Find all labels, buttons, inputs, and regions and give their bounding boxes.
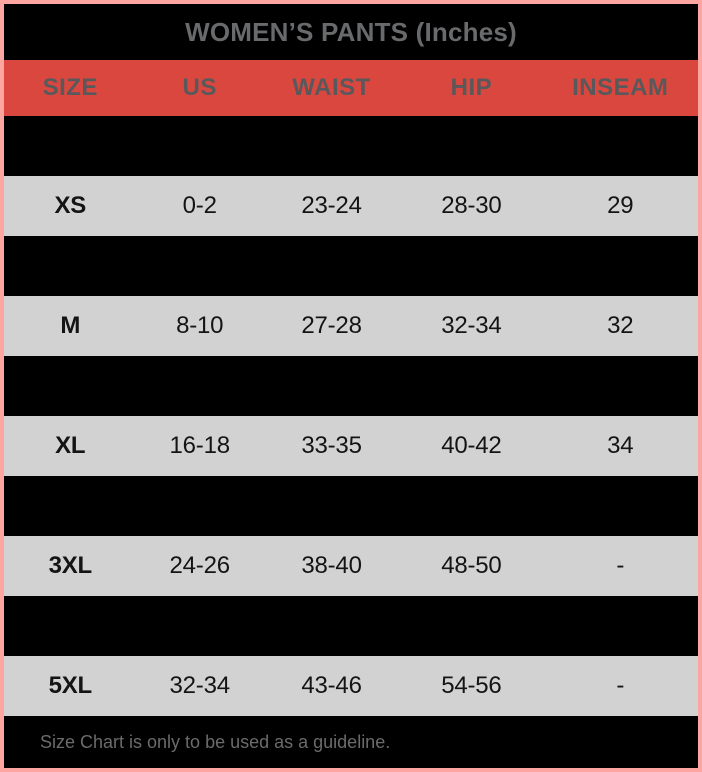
cell-waist: 27-28 — [301, 312, 362, 339]
chart-title-bar: WOMEN’S PANTS (Inches) — [4, 4, 698, 60]
column-header-waist: WAIST — [292, 74, 371, 101]
table-row-xs: XS 0-2 23-24 28-30 29 — [4, 176, 698, 236]
table-row-blackout — [4, 476, 698, 536]
table-row-xl: XL 16-18 33-35 40-42 34 — [4, 416, 698, 476]
cell-size: XL — [55, 432, 86, 459]
cell-hip: 28-30 — [441, 192, 502, 219]
column-header-size: SIZE — [42, 74, 98, 101]
cell-inseam: 34 — [607, 432, 634, 459]
cell-us: 0-2 — [182, 192, 217, 219]
table-row-m: M 8-10 27-28 32-34 32 — [4, 296, 698, 356]
cell-us: 24-26 — [169, 552, 231, 579]
column-header-hip: HIP — [450, 74, 493, 101]
cell-inseam: 32 — [607, 312, 634, 339]
cell-inseam: - — [616, 552, 625, 579]
table-header-row: SIZE US WAIST HIP INSEAM — [4, 60, 698, 116]
cell-waist: 43-46 — [301, 672, 362, 699]
cell-size: 3XL — [48, 552, 93, 579]
cell-size: 5XL — [48, 672, 93, 699]
table-row-blackout — [4, 596, 698, 656]
cell-size: M — [60, 312, 81, 339]
cell-hip: 40-42 — [441, 432, 502, 459]
cell-us: 16-18 — [169, 432, 231, 459]
cell-hip: 54-56 — [441, 672, 502, 699]
table-row-5xl: 5XL 32-34 43-46 54-56 - — [4, 656, 698, 716]
guideline-note: Size Chart is only to be used as a guide… — [40, 731, 391, 752]
table-row-blackout — [4, 236, 698, 296]
cell-waist: 33-35 — [301, 432, 362, 459]
cell-waist: 23-24 — [301, 192, 362, 219]
guideline-note-bar: Size Chart is only to be used as a guide… — [4, 716, 698, 768]
cell-us: 8-10 — [176, 312, 224, 339]
table-row-blackout — [4, 356, 698, 416]
cell-hip: 48-50 — [441, 552, 502, 579]
cell-inseam: 29 — [607, 192, 634, 219]
cell-inseam: - — [616, 672, 625, 699]
cell-us: 32-34 — [169, 672, 231, 699]
column-header-inseam: INSEAM — [572, 74, 669, 101]
column-header-us: US — [182, 74, 217, 101]
cell-waist: 38-40 — [301, 552, 362, 579]
chart-title: WOMEN’S PANTS (Inches) — [185, 16, 517, 47]
table-row-3xl: 3XL 24-26 38-40 48-50 - — [4, 536, 698, 596]
cell-size: XS — [54, 192, 87, 219]
cell-hip: 32-34 — [441, 312, 502, 339]
table-row-blackout — [4, 116, 698, 176]
